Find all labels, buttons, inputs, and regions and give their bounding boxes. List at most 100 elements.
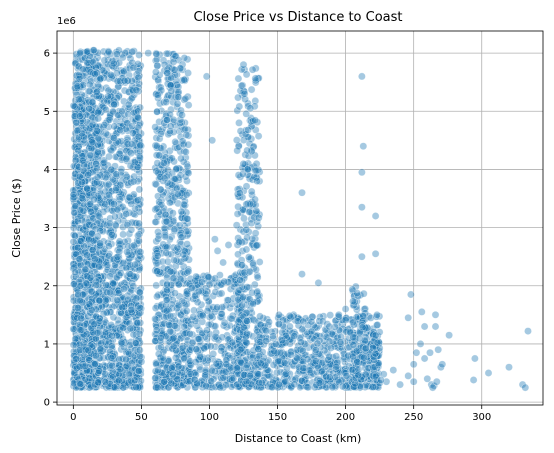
data-point (170, 66, 179, 74)
x-tick-label: 200 (336, 412, 355, 423)
data-point (91, 255, 99, 264)
data-point (173, 190, 182, 199)
data-point (325, 352, 334, 361)
data-point (243, 165, 252, 174)
data-point (404, 372, 413, 380)
data-point (245, 208, 254, 216)
data-point (108, 230, 116, 239)
data-point (227, 314, 236, 323)
y-tick-label: 3 (44, 223, 50, 234)
data-point (78, 65, 87, 74)
data-point (105, 115, 114, 124)
data-point (182, 131, 191, 139)
data-point (334, 310, 343, 319)
data-point (136, 248, 145, 256)
data-point (71, 156, 80, 165)
data-point (117, 168, 125, 176)
x-tick-label: 0 (70, 412, 76, 423)
data-point (251, 74, 260, 83)
data-point (282, 370, 290, 378)
data-point (76, 282, 85, 290)
data-point (153, 107, 161, 116)
data-point (104, 92, 112, 101)
data-point (169, 342, 178, 351)
data-point (69, 101, 78, 110)
data-point (108, 361, 117, 370)
data-point (127, 149, 136, 158)
data-point (245, 253, 253, 261)
data-point (325, 337, 334, 346)
data-point (312, 346, 320, 354)
data-point (244, 126, 252, 134)
grid-lines (57, 31, 543, 405)
data-point (248, 65, 257, 74)
data-point (152, 68, 160, 76)
data-point (177, 207, 186, 216)
data-point (96, 74, 105, 83)
data-point (129, 282, 138, 290)
data-point (104, 48, 113, 56)
data-point (122, 155, 131, 163)
data-point (126, 324, 135, 333)
data-point (234, 202, 242, 211)
data-point (168, 334, 177, 343)
data-point (253, 177, 261, 185)
data-point (100, 56, 109, 65)
data-point (174, 301, 183, 310)
data-point (111, 212, 119, 221)
data-point (371, 331, 380, 340)
data-point (286, 322, 294, 331)
data-point (94, 211, 103, 220)
data-point (332, 352, 341, 361)
data-point (338, 382, 347, 391)
data-point (232, 136, 241, 144)
data-point (182, 190, 191, 199)
data-point (116, 365, 125, 374)
data-point (92, 281, 101, 289)
data-point (95, 367, 103, 376)
data-point (182, 148, 190, 156)
data-point (127, 94, 136, 103)
data-point (360, 353, 368, 362)
data-point (298, 346, 307, 355)
y-tick-label: 6 (44, 49, 50, 60)
data-point (106, 288, 114, 297)
data-point (71, 268, 79, 277)
data-point (90, 360, 99, 369)
data-point (132, 383, 141, 392)
data-point (115, 237, 124, 246)
data-point (268, 383, 276, 392)
data-point (161, 210, 170, 219)
data-point (238, 261, 246, 269)
data-point (254, 213, 263, 222)
data-point (93, 232, 102, 241)
data-point (236, 345, 245, 354)
data-point (120, 285, 128, 293)
data-point (95, 262, 103, 271)
data-point (285, 312, 294, 320)
data-point (117, 165, 126, 173)
data-point (177, 233, 186, 242)
data-point (171, 289, 179, 298)
data-point (163, 69, 172, 77)
data-point (151, 218, 160, 226)
data-point (153, 292, 161, 301)
data-point (262, 337, 270, 345)
data-point (132, 294, 141, 303)
data-point (74, 146, 83, 155)
data-point (94, 148, 102, 157)
data-point (156, 333, 165, 342)
data-point (134, 231, 142, 240)
data-point (133, 165, 141, 174)
data-point (169, 217, 178, 226)
data-point (122, 355, 130, 364)
data-point (101, 328, 110, 337)
data-point (524, 327, 532, 335)
data-point (131, 339, 140, 347)
data-point (162, 306, 171, 315)
data-point (325, 373, 334, 382)
data-point (180, 75, 189, 84)
data-point (155, 231, 163, 240)
x-axis-ticks: 0 50 100 150 200 250 300 (70, 405, 491, 423)
